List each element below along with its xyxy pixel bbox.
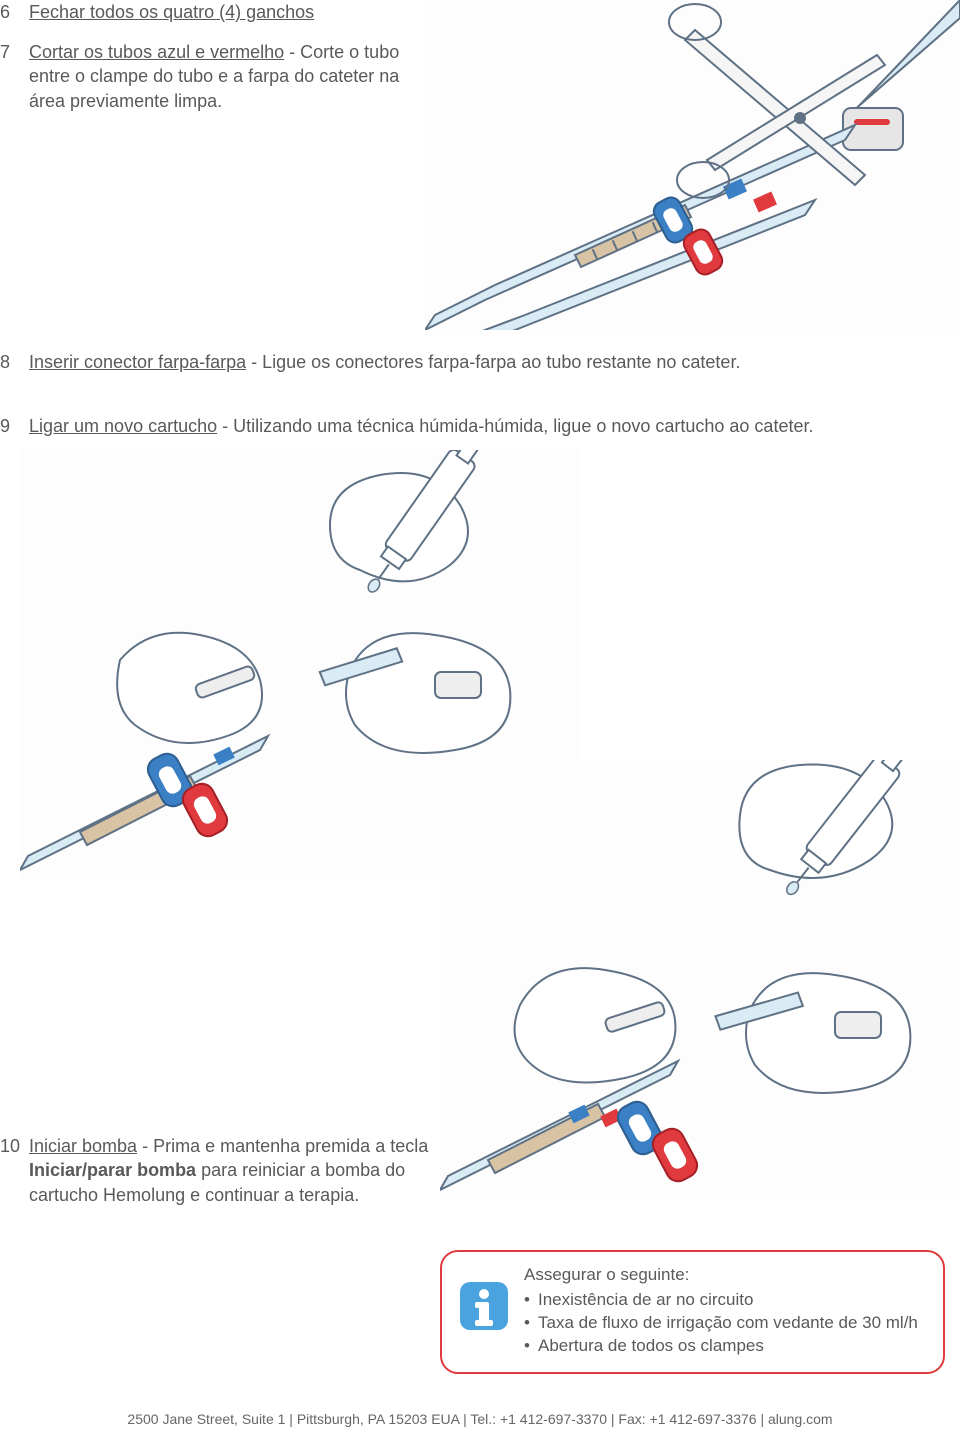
step-8-rest: - Ligue os conectores farpa-farpa ao tub… [251,352,740,372]
step-10: 10 Iniciar bomba - Prima e mantenha prem… [0,1134,480,1207]
step-6-title: Fechar todos os quatro (4) ganchos [29,2,314,22]
step-9-num: 9 [0,414,24,438]
info-item: Abertura de todos os clampes [524,1335,925,1358]
info-list: Inexistência de ar no circuito Taxa de f… [524,1289,925,1358]
step-9: 9 Ligar um novo cartucho - Utilizando um… [0,414,900,438]
step-10-title: Iniciar bomba [29,1136,137,1156]
step-7: 7 Cortar os tubos azul e vermelho - Cort… [0,40,410,113]
info-box: Assegurar o seguinte: Inexistência de ar… [440,1250,945,1374]
info-icon [458,1280,510,1332]
step-9-title: Ligar um novo cartucho [29,416,217,436]
info-title: Assegurar o seguinte: [524,1264,925,1287]
info-item: Inexistência de ar no circuito [524,1289,925,1312]
info-item: Taxa de fluxo de irrigação com vedante d… [524,1312,925,1335]
step-8: 8 Inserir conector farpa-farpa - Ligue o… [0,350,900,374]
step-8-title: Inserir conector farpa-farpa [29,352,246,372]
step-10-bold: Iniciar/parar bomba [29,1160,196,1180]
step-6-num: 6 [0,0,24,24]
footer: 2500 Jane Street, Suite 1 | Pittsburgh, … [0,1411,960,1427]
step-8-num: 8 [0,350,24,374]
step-6: 6 Fechar todos os quatro (4) ganchos [0,0,420,24]
step-10-rest-a: - Prima e mantenha premida a tecla [142,1136,428,1156]
step-7-title: Cortar os tubos azul e vermelho [29,42,284,62]
step-10-num: 10 [0,1134,24,1158]
step-7-num: 7 [0,40,24,64]
illustration-wet-right: .ol3{fill:#ffffff;stroke:#5f7184;stroke-… [440,760,960,1200]
step-9-rest: - Utilizando uma técnica húmida-húmida, … [222,416,813,436]
illustration-scissors: .ol{fill:none;stroke:#5f7184;stroke-widt… [425,0,960,330]
